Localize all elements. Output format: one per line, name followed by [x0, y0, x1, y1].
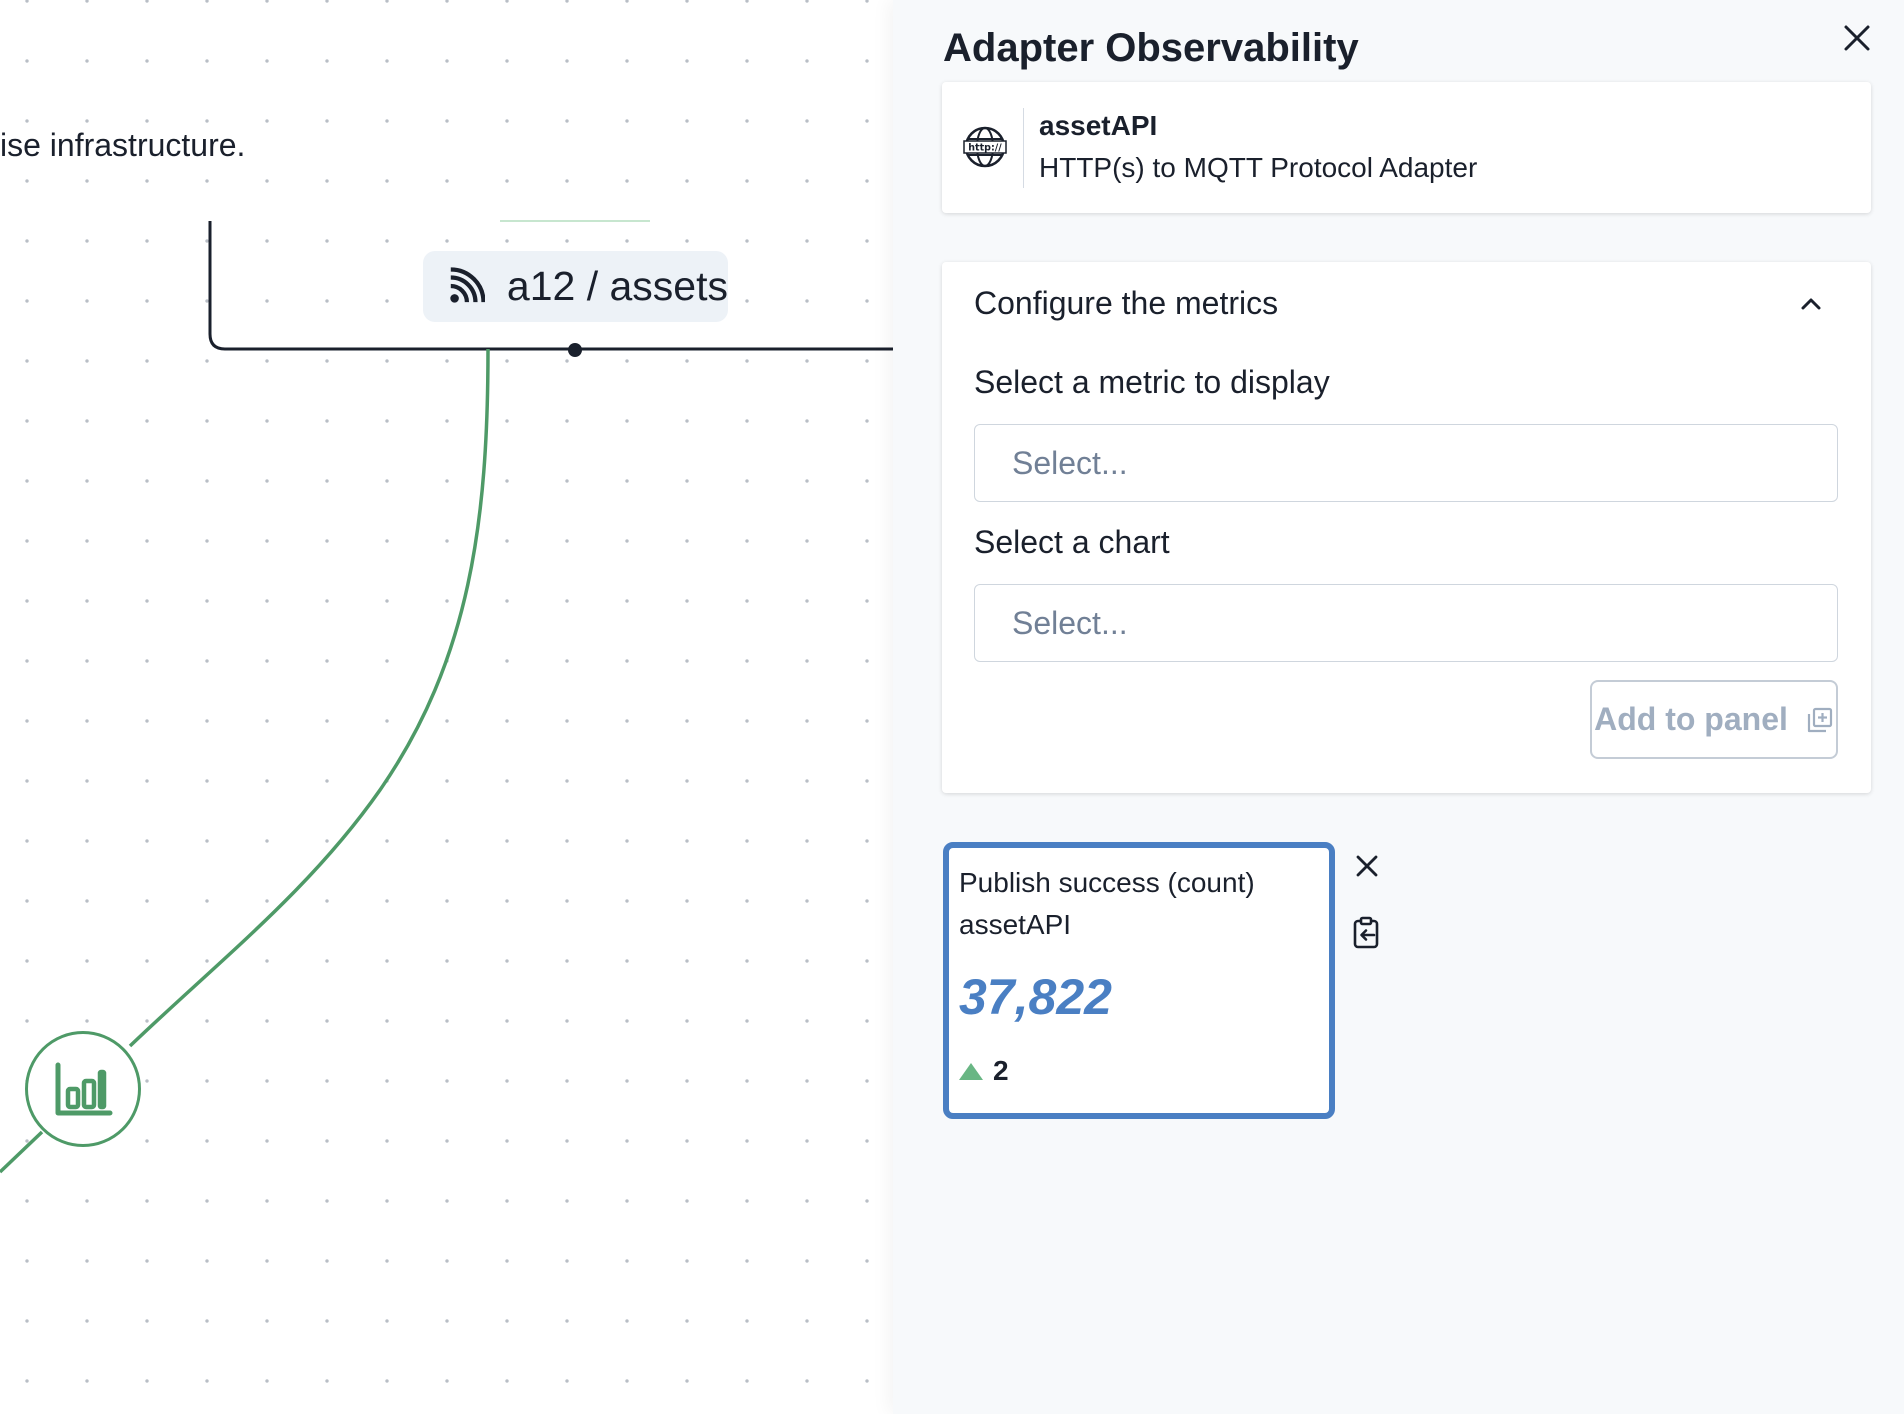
chart-select-label: Select a chart — [974, 524, 1170, 560]
close-icon[interactable] — [1353, 852, 1381, 880]
observability-drawer: Adapter Observability http:// assetAPI H… — [893, 0, 1904, 1414]
metric-node[interactable] — [25, 1031, 141, 1147]
configure-metrics-accordion-toggle[interactable]: Configure the metrics — [942, 262, 1871, 346]
metric-panel-value: 37,822 — [959, 969, 1112, 1025]
metric-panel-card[interactable]: Publish success (count) assetAPI 37,822 … — [943, 842, 1335, 1119]
canvas-description-text: ise infrastructure. — [0, 127, 246, 163]
metric-select[interactable]: Select... — [974, 424, 1838, 502]
flow-canvas[interactable]: ise infrastructure. a12 / assets — [0, 0, 893, 1414]
adapter-divider — [1023, 108, 1024, 188]
configure-metrics-title: Configure the metrics — [974, 285, 1279, 321]
topic-node[interactable]: a12 / assets — [423, 251, 728, 322]
metric-edge-tail — [0, 1130, 44, 1174]
bar-chart-icon — [55, 1062, 113, 1116]
canvas-edges — [0, 220, 893, 1174]
metric-panel-delta-value: 2 — [993, 1055, 1009, 1086]
add-to-panel-label: Add to panel — [1594, 701, 1788, 737]
close-icon[interactable] — [1841, 22, 1873, 54]
topic-edge — [208, 221, 893, 351]
http-globe-icon: http:// — [963, 126, 1007, 168]
metric-edge — [128, 348, 490, 1048]
chart-select[interactable]: Select... — [974, 584, 1838, 662]
drawer-title: Adapter Observability — [943, 26, 1359, 70]
metric-panel-source: assetAPI — [959, 909, 1072, 940]
adapter-card: http:// assetAPI HTTP(s) to MQTT Protoco… — [942, 82, 1871, 213]
clipboard-copy-icon[interactable] — [1352, 916, 1382, 950]
edge-handle[interactable] — [568, 343, 582, 357]
metric-select-label: Select a metric to display — [974, 364, 1330, 400]
metric-panel-title: Publish success (count) — [959, 867, 1255, 898]
rss-feed-icon — [450, 266, 485, 303]
adapter-type: HTTP(s) to MQTT Protocol Adapter — [1039, 152, 1478, 183]
add-to-panel-icon — [1807, 707, 1832, 732]
metric-select-placeholder: Select... — [1012, 445, 1128, 481]
chart-select-placeholder: Select... — [1012, 605, 1128, 641]
topic-label: a12 / assets — [506, 263, 728, 309]
add-to-panel-button[interactable]: Add to panel — [1590, 680, 1838, 759]
adapter-name: assetAPI — [1039, 110, 1158, 141]
chevron-up-icon — [1801, 298, 1821, 310]
trend-up-icon — [959, 1062, 983, 1080]
configure-metrics-card: Configure the metrics Select a metric to… — [942, 262, 1871, 793]
svg-text:http://: http:// — [968, 143, 1002, 154]
metric-panel-delta: 2 — [959, 1055, 1009, 1087]
